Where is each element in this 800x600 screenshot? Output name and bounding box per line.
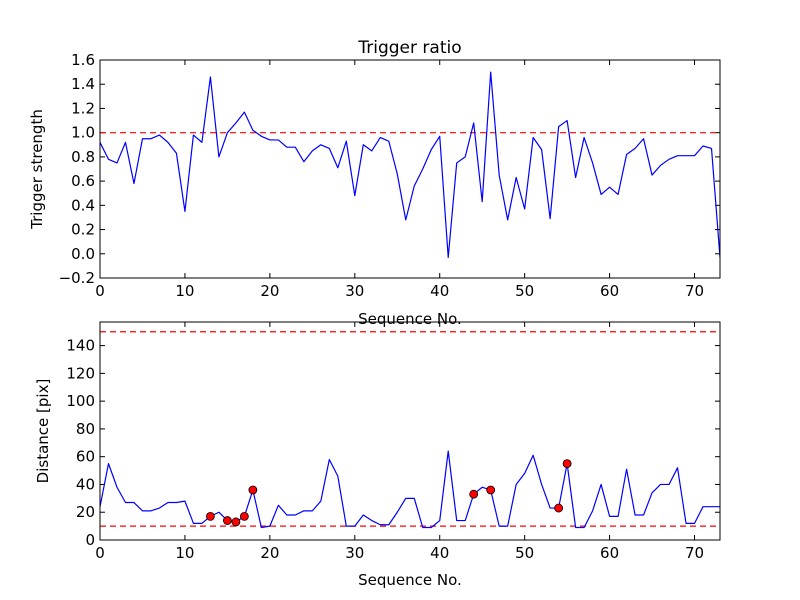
series-lines	[100, 450, 720, 529]
data-marker	[206, 511, 215, 521]
y-tick-label: 100	[66, 392, 95, 410]
y-tick-label: 140	[66, 337, 95, 355]
x-tick-label: 0	[95, 282, 105, 300]
series-line	[100, 71, 720, 259]
tick-group: 0 10 20 30 40 50 60 70 0 20 40 60 80 100 120 140	[66, 322, 720, 562]
x-tick-label: 20	[260, 544, 279, 562]
y-tick-label: 0.8	[71, 148, 95, 166]
data-marker	[239, 511, 249, 521]
series-line	[100, 450, 720, 529]
x-tick-label: 40	[430, 544, 449, 562]
data-marker	[469, 489, 479, 499]
y-tick-label: 0.4	[71, 196, 95, 214]
y-tick-label: 1.2	[71, 99, 95, 117]
threshold-lines	[100, 331, 720, 527]
y-tick-label: 80	[76, 420, 95, 438]
y-tick-label: 0.6	[71, 172, 95, 190]
y-tick-label: 1.6	[71, 51, 95, 69]
data-marker	[554, 503, 564, 513]
x-tick-label: 60	[600, 544, 619, 562]
y-tick-label: 0.0	[71, 245, 95, 263]
y-tick-label: 0	[85, 531, 95, 549]
y-tick-label: 120	[66, 364, 95, 382]
chart-title: Trigger ratio	[357, 38, 461, 58]
x-tick-label: 40	[430, 282, 449, 300]
x-tick-label: 30	[345, 282, 364, 300]
x-axis-label: Sequence No.	[358, 310, 462, 328]
data-marker	[231, 517, 241, 527]
data-marker	[222, 516, 232, 525]
plot-frame	[99, 321, 721, 541]
x-tick-label: 10	[175, 544, 194, 562]
plot-frame	[99, 59, 721, 279]
y-tick-label: 1.4	[71, 75, 95, 93]
x-axis-label: Sequence No.	[358, 571, 462, 589]
y-axis-label: Distance [pix]	[34, 379, 52, 484]
y-tick-label: 0.2	[71, 221, 95, 239]
x-tick-label: 10	[175, 282, 194, 300]
x-tick-label: 50	[515, 282, 534, 300]
marker-group	[206, 459, 572, 527]
data-marker	[248, 485, 258, 495]
x-tick-label: 70	[685, 282, 704, 300]
y-tick-label: 60	[76, 448, 95, 466]
y-axis-label: Trigger strength	[28, 109, 46, 230]
data-marker	[486, 485, 496, 495]
y-tick-label: 20	[76, 503, 95, 521]
data-marker	[562, 459, 572, 469]
x-tick-label: 0	[95, 544, 105, 562]
y-tick-label: −0.2	[59, 269, 95, 287]
series-lines	[100, 71, 720, 259]
x-tick-label: 20	[260, 282, 279, 300]
x-tick-label: 70	[685, 544, 704, 562]
x-tick-label: 30	[345, 544, 364, 562]
y-tick-label: 1.0	[71, 124, 95, 142]
distance-panel: 0 10 20 30 40 50 60 70 0 20 40 60 80 100 120 140 Sequen…	[34, 321, 721, 589]
trigger-ratio-panel: Trigger ratio 0 10 20 30 40 50 60 70−0.20.00.20…	[28, 38, 721, 328]
y-tick-label: 40	[76, 475, 95, 493]
tick-group: 0 10 20 30 40 50 60 70 −0.2 0.0 0.2 0.4 0.6 0.8 1.0 1.2…	[59, 51, 720, 300]
x-tick-label: 60	[600, 282, 619, 300]
x-tick-label: 50	[515, 544, 534, 562]
